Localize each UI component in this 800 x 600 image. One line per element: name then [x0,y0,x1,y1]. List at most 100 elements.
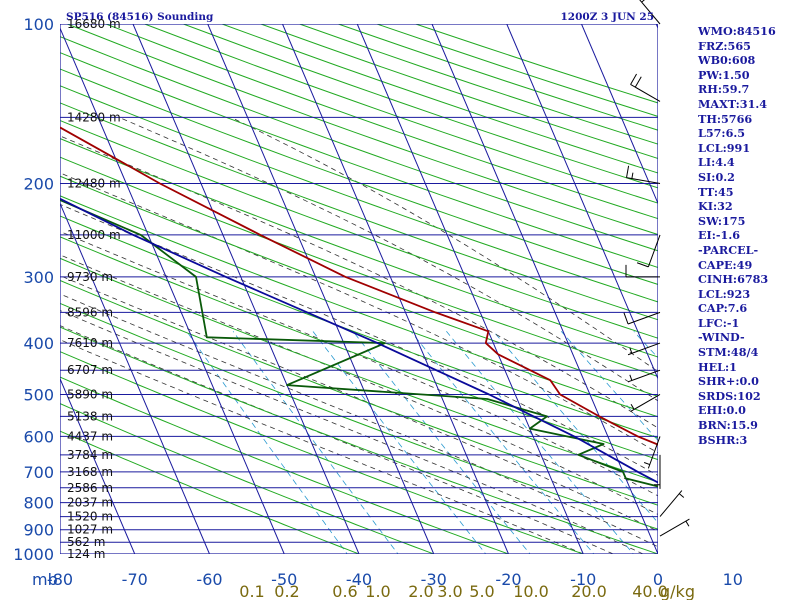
pressure-tick-label: 600 [23,427,54,446]
dry-adiabat-line [60,36,658,252]
isotherm-line [581,24,658,205]
index-line: EI:-1.6 [698,228,740,243]
height-label: 3784 m [67,448,113,462]
wind-barb [636,234,661,268]
wind-barb-staff [627,342,661,356]
pressure-tick-label: 800 [23,494,54,513]
index-line: WB0:608 [698,53,756,68]
height-label: 562 m [67,535,105,549]
dry-adiabat-line [60,376,510,554]
height-label: 8596 m [67,305,113,319]
height-label: 14280 m [67,110,121,124]
mixing-ratio-label: 40.0 [632,582,668,600]
moist-adiabat-line [60,135,658,429]
index-line: RH:59.7 [698,82,750,97]
isotherm-line [207,24,435,554]
height-label: 1520 m [67,510,113,524]
mixing-ratio-label: 2.0 [408,582,433,600]
wind-barb-staff [626,177,661,185]
wind-barb [643,436,661,469]
y-axis-unit: mb [32,570,58,589]
pressure-tick-label: 100 [23,15,54,34]
mixing-ratio-label: 0.2 [274,582,299,600]
height-label: 124 m [67,547,105,561]
index-line: BSHR:3 [698,432,748,447]
label-layer: SP516 (84516) Sounding 1200Z 3 JUN 251000… [13,11,743,600]
moist-adiabat-line [60,339,584,554]
height-label: 9730 m [67,270,113,284]
moist-adiabat-line [118,116,658,402]
height-label: 7610 m [67,336,113,350]
wind-barb-half-feather [629,347,633,354]
index-line: L57:6.5 [698,126,746,141]
x-tick-label: 10 [723,570,743,589]
index-line: FRZ:565 [698,38,751,53]
wind-barb-staff [647,436,661,469]
dry-adiabat-line [60,257,658,483]
wind-barb-feather [641,0,645,3]
height-label: 5138 m [67,409,113,423]
mixing-ratio-label: 20.0 [571,582,607,600]
index-line: CAP:7.6 [698,301,748,316]
wind-barb [627,369,661,383]
wind-barb-staff [639,0,661,25]
dry-adiabat-line [60,215,658,439]
moist-adiabat-line [60,293,658,548]
wind-barb-feather [634,76,642,88]
index-line: LI:4.4 [698,155,735,170]
isotherm-line [282,24,509,554]
pressure-tick-label: 300 [23,268,54,287]
moist-adiabat-line [60,231,658,497]
dry-adiabat-line [60,52,658,269]
mixing-ratio-label: 0.6 [332,582,357,600]
height-label: 2037 m [67,496,113,510]
dry-adiabat-line [60,302,658,530]
indices-panel: WMO:84516 FRZ:565 WB0:608 PW:1.50 RH:59.7 MAX… [698,24,798,447]
index-line: SI:0.2 [698,169,735,184]
wind-barb [630,73,661,102]
x-tick-label: -70 [122,570,148,589]
index-line: CINH:6783 [698,272,769,287]
height-label: 1027 m [67,523,113,537]
wind-barb-staff [659,490,683,517]
index-line: LFC:-1 [698,315,740,330]
moist-adiabat-line [60,310,644,554]
mixing-ratio-label: 5.0 [469,582,494,600]
mixing-ratio-unit: g/kg [660,582,695,600]
mixing-ratio-label: 3.0 [437,582,462,600]
moist-adiabat-line [60,203,658,476]
index-line: -WIND- [698,330,745,345]
mixing-ratio-line [232,331,399,554]
dry-adiabat-line [60,403,436,554]
wind-barb-staff [647,234,661,268]
x-tick-label: -80 [47,570,73,589]
isotherm-line [506,24,658,380]
wind-barb-staff [630,394,661,412]
wind-barb [630,394,661,412]
index-line: TH:5766 [698,111,753,126]
index-line: STM:48/4 [698,345,759,360]
index-line: KI:32 [698,199,733,214]
index-line: EHI:0.0 [698,403,746,418]
index-line: CAPE:49 [698,257,753,272]
mixing-ratio-line [561,331,658,442]
index-line: PW:1.50 [698,67,750,82]
isotherm-line [431,24,658,554]
x-tick-label: 0 [653,570,663,589]
height-label: 6707 m [67,363,113,377]
index-line: LCL:991 [698,140,751,155]
mixing-ratio-line [493,331,658,524]
wind-barb [626,165,661,185]
temperature-line [60,126,658,446]
wind-barb [625,264,660,278]
wind-barb-half-feather [631,172,634,179]
height-label: 16680 m [67,17,121,31]
index-line: SRDS:102 [698,388,761,403]
wind-barb [659,490,685,517]
isotherm-line [60,377,136,554]
index-line: TT:45 [698,184,734,199]
time-label: 1200Z 3 JUN 25 [561,11,655,23]
isotherm-line [132,24,360,554]
